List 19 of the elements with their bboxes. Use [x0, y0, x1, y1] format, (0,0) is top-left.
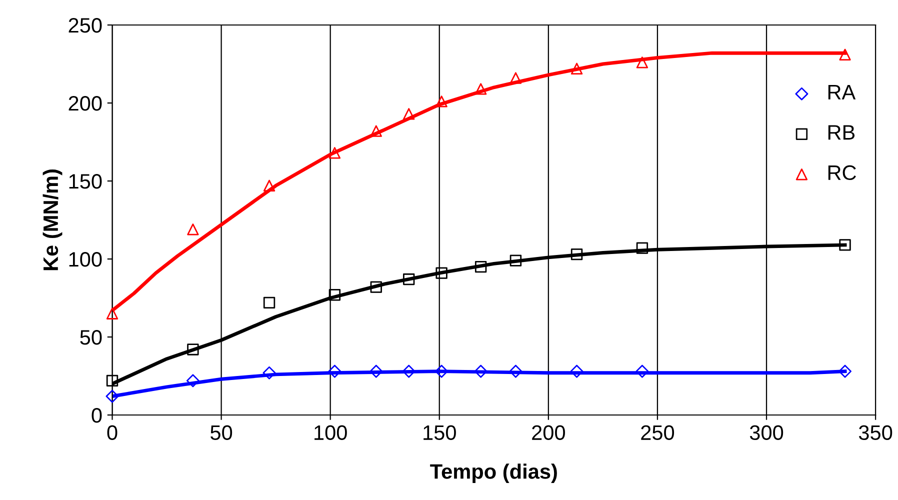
- x-tick-label: 150: [424, 425, 456, 440]
- x-tick-label: 100: [314, 425, 347, 440]
- x-tick-label: 250: [641, 425, 674, 440]
- x-tick-label: 50: [210, 425, 232, 440]
- x-tick-label: 300: [750, 425, 784, 440]
- legend-label: RA: [828, 85, 856, 100]
- y-tick-label: 0: [92, 408, 102, 423]
- y-tick-label: 50: [80, 330, 102, 345]
- y-tick-label: 200: [68, 96, 102, 111]
- y-tick-label: 250: [68, 18, 102, 33]
- y-axis-title: Ke (MN/m): [42, 170, 62, 270]
- x-axis-title: Tempo (dias): [430, 464, 557, 484]
- x-tick-label: 200: [532, 425, 565, 440]
- x-tick-label: 350: [858, 425, 892, 440]
- y-tick-label: 150: [69, 174, 102, 189]
- legend-label: RB: [828, 125, 855, 140]
- y-tick-label: 100: [69, 252, 102, 267]
- x-tick-label: 0: [107, 425, 118, 440]
- legend-label: RC: [828, 165, 856, 180]
